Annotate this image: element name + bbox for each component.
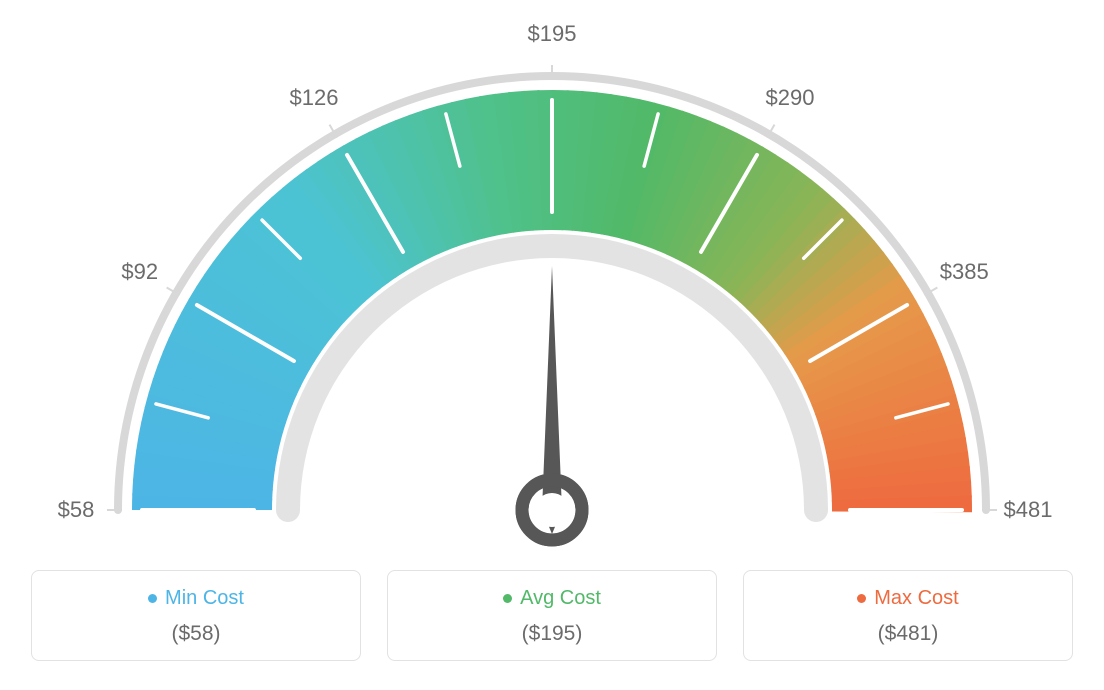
- legend-label: Min Cost: [165, 587, 244, 610]
- legend-title-avg: Avg Cost: [503, 587, 601, 610]
- legend-value: ($58): [42, 622, 350, 646]
- svg-text:$385: $385: [940, 259, 989, 284]
- svg-text:$290: $290: [766, 85, 815, 110]
- legend-value: ($195): [398, 622, 706, 646]
- svg-text:$58: $58: [58, 497, 95, 522]
- dot-icon: [148, 594, 157, 603]
- dot-icon: [857, 594, 866, 603]
- legend-card-avg: Avg Cost ($195): [387, 570, 717, 661]
- legend-title-min: Min Cost: [148, 587, 244, 610]
- legend-card-max: Max Cost ($481): [743, 570, 1073, 661]
- legend-title-max: Max Cost: [857, 587, 958, 610]
- svg-text:$195: $195: [528, 21, 577, 46]
- legend-label: Avg Cost: [520, 587, 601, 610]
- gauge-chart: $58 $92 $126 $195 $290 $385 $481: [0, 0, 1104, 560]
- legend-value: ($481): [754, 622, 1062, 646]
- legend-card-min: Min Cost ($58): [31, 570, 361, 661]
- svg-text:$92: $92: [121, 259, 158, 284]
- dot-icon: [503, 594, 512, 603]
- gauge-svg: $58 $92 $126 $195 $290 $385 $481: [0, 0, 1104, 560]
- legend-label: Max Cost: [874, 587, 958, 610]
- svg-text:$481: $481: [1004, 497, 1053, 522]
- legend-row: Min Cost ($58) Avg Cost ($195) Max Cost …: [0, 570, 1104, 661]
- svg-text:$126: $126: [290, 85, 339, 110]
